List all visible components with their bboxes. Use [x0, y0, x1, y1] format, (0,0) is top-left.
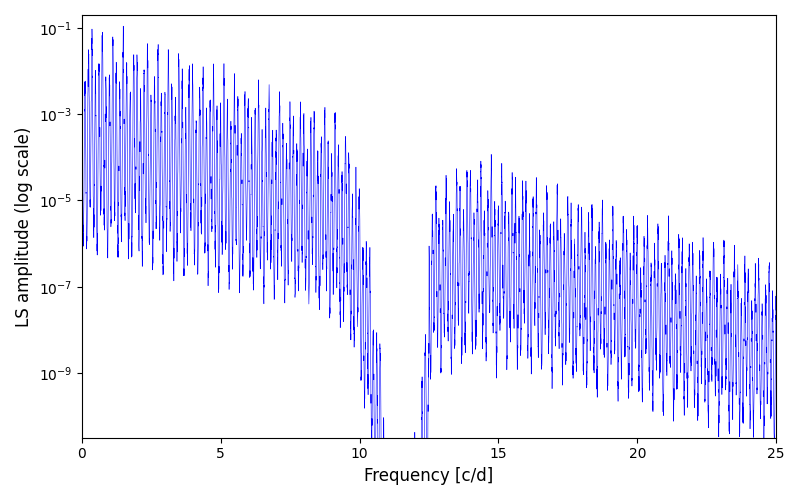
- X-axis label: Frequency [c/d]: Frequency [c/d]: [364, 467, 494, 485]
- Y-axis label: LS amplitude (log scale): LS amplitude (log scale): [15, 126, 33, 326]
